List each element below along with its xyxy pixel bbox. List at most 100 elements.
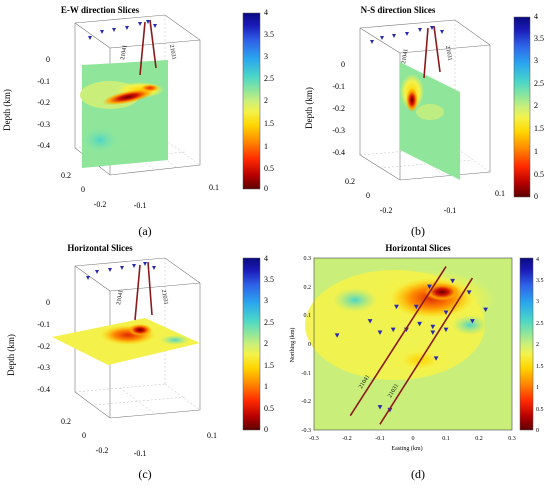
svg-text:2: 2 <box>536 342 539 348</box>
svg-text:-0.2: -0.2 <box>302 399 312 405</box>
panel-b-title: N-S direction Slices <box>361 5 436 15</box>
caption-c: (c) <box>138 467 151 481</box>
svg-text:2: 2 <box>264 339 268 348</box>
svg-text:0: 0 <box>308 342 311 348</box>
station-marker <box>483 307 488 312</box>
svg-text:2: 2 <box>264 96 268 105</box>
station-marker <box>466 290 472 295</box>
panel-c-colorbar <box>242 257 261 431</box>
panel-a-yticks: -0.1 0.1 <box>134 183 219 210</box>
svg-text:2.5: 2.5 <box>264 318 274 327</box>
svg-text:1.5: 1.5 <box>534 124 544 133</box>
svg-text:1: 1 <box>536 385 539 391</box>
svg-text:-0.1: -0.1 <box>37 320 50 329</box>
svg-text:4: 4 <box>536 257 539 263</box>
svg-text:0: 0 <box>366 191 370 200</box>
svg-text:-0.3: -0.3 <box>302 428 312 434</box>
station-marker <box>417 321 422 327</box>
svg-text:0: 0 <box>81 185 85 194</box>
svg-text:-0.3: -0.3 <box>37 363 50 372</box>
svg-text:1: 1 <box>534 147 538 156</box>
station-marker <box>334 333 340 338</box>
svg-text:0: 0 <box>536 428 539 434</box>
svg-text:-0.3: -0.3 <box>37 120 50 129</box>
svg-text:-0.4: -0.4 <box>37 141 50 150</box>
station-marker <box>390 327 396 333</box>
svg-text:1.5: 1.5 <box>264 119 274 128</box>
svg-text:0.1: 0.1 <box>207 431 217 440</box>
svg-text:0: 0 <box>534 192 538 201</box>
svg-text:0.5: 0.5 <box>264 404 274 413</box>
caption-d: (d) <box>411 467 425 481</box>
svg-text:0.1: 0.1 <box>304 313 312 319</box>
caption-a: (a) <box>138 224 151 238</box>
svg-text:-0.2: -0.2 <box>96 446 109 455</box>
svg-text:0.3: 0.3 <box>508 436 516 442</box>
svg-text:3.5: 3.5 <box>536 278 544 284</box>
panel-d-ylabel: Northing (km) <box>289 328 296 363</box>
panel-c-stations <box>86 262 156 280</box>
svg-text:3: 3 <box>536 299 539 305</box>
panel-b-stations <box>370 26 444 44</box>
panel-d: Horizontal Slices Northing (km) Easting … <box>289 243 544 481</box>
panel-a-colorbar-ticks: 0 0.5 1 1.5 2 2.5 3 3.5 4 <box>264 8 274 193</box>
svg-text:3.5: 3.5 <box>264 275 274 284</box>
svg-text:-0.1: -0.1 <box>302 371 312 377</box>
svg-text:3.5: 3.5 <box>534 34 544 43</box>
svg-text:0.3: 0.3 <box>304 256 312 262</box>
panel-b-fault-label-1: 21041 <box>401 49 410 65</box>
panel-d-yticks: -0.3 -0.2 -0.1 0 0.1 0.2 0.3 <box>302 256 312 434</box>
panel-b-fault-label-2: 21031 <box>444 45 453 61</box>
caption-b: (b) <box>411 224 425 238</box>
panel-d-xticks: -0.3 -0.2 -0.1 0 0.1 0.2 0.3 <box>309 436 516 442</box>
svg-text:1.5: 1.5 <box>536 364 544 370</box>
station-marker <box>427 284 432 290</box>
svg-text:-0.2: -0.2 <box>94 200 107 209</box>
panel-b-colorbar-ticks: 0 0.5 1 1.5 2 2.5 3 3.5 4 <box>534 12 544 201</box>
panel-c: Horizontal Slices Depth (km) <box>6 243 274 481</box>
panel-a-faults <box>139 19 157 76</box>
svg-text:0.5: 0.5 <box>536 407 544 413</box>
svg-text:-0.1: -0.1 <box>375 436 385 442</box>
svg-text:4: 4 <box>264 254 268 263</box>
svg-text:2.5: 2.5 <box>536 321 544 327</box>
svg-text:2: 2 <box>534 101 538 110</box>
svg-text:0: 0 <box>264 425 268 434</box>
station-marker <box>433 356 439 361</box>
svg-text:-0.4: -0.4 <box>37 385 50 394</box>
panel-c-xticks: 0.2 0 -0.2 <box>61 417 108 455</box>
panel-b-zticks: 0 -0.1 -0.2 -0.3 -0.4 <box>332 60 345 157</box>
panel-a-zlabel: Depth (km) <box>2 89 12 131</box>
station-marker <box>430 324 436 330</box>
station-marker <box>443 327 449 333</box>
panel-c-grid <box>74 258 201 415</box>
panel-a-xticks: 0.2 0 -0.2 <box>61 171 106 209</box>
panel-c-title: Horizontal Slices <box>67 243 133 253</box>
svg-text:-0.3: -0.3 <box>309 436 319 442</box>
svg-text:-0.2: -0.2 <box>37 342 50 351</box>
station-marker <box>443 310 449 315</box>
svg-text:-0.2: -0.2 <box>380 206 393 215</box>
svg-text:0: 0 <box>46 298 50 307</box>
svg-text:2.5: 2.5 <box>534 79 544 88</box>
panel-d-xlabel: Easting (km) <box>391 445 422 452</box>
svg-text:0.2: 0.2 <box>61 417 71 426</box>
station-marker <box>394 304 399 310</box>
svg-text:0: 0 <box>341 60 345 69</box>
panel-a-title: E-W direction Slices <box>61 5 140 15</box>
svg-text:-0.2: -0.2 <box>37 98 50 107</box>
svg-text:1: 1 <box>264 142 268 151</box>
station-marker <box>450 278 455 284</box>
panel-b-faults <box>423 25 441 79</box>
svg-text:-0.1: -0.1 <box>134 201 147 210</box>
panel-d-stations <box>334 278 488 413</box>
station-marker <box>367 319 373 324</box>
panel-d-heatmap <box>305 258 512 430</box>
svg-text:0: 0 <box>412 436 415 442</box>
station-marker <box>377 330 383 335</box>
panel-c-zlabel: Depth (km) <box>6 334 16 376</box>
svg-text:-0.1: -0.1 <box>37 77 50 86</box>
fault-line-21031 <box>379 277 474 425</box>
svg-text:-0.2: -0.2 <box>332 104 345 113</box>
